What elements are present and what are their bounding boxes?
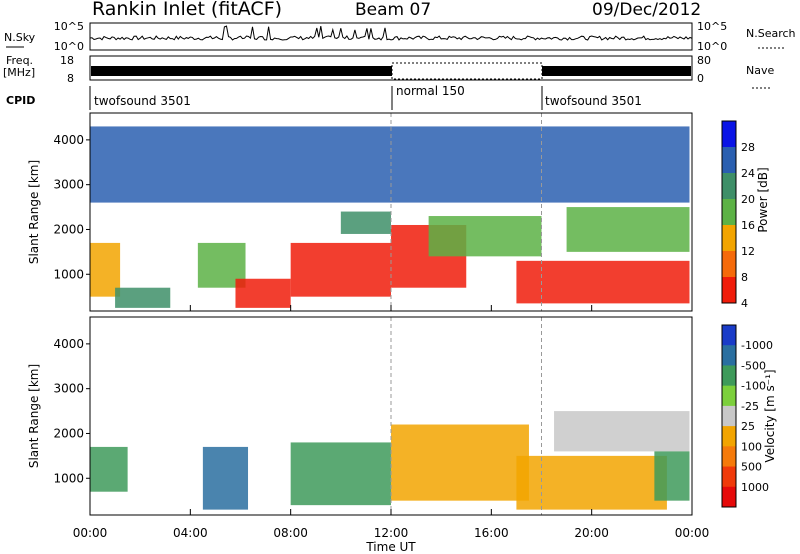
freq-band-2 <box>391 62 543 80</box>
cpid-row: CPID twofsound 3501 normal 150 twofsound… <box>6 84 642 110</box>
cpid-label: CPID <box>6 94 35 107</box>
power-ytick-label-2: 3000 <box>53 178 84 192</box>
power-ytick-label-3: 4000 <box>53 133 84 147</box>
velocity-region-5 <box>554 411 690 452</box>
power-colorbar-tick-2: 20 <box>741 193 755 206</box>
velocity-colorbar-tick-0: -1000 <box>741 339 773 352</box>
power-colorbar-frame <box>721 120 737 304</box>
nave-tick-top: 80 <box>697 54 711 67</box>
power-colorbar-tick-3: 16 <box>741 219 755 232</box>
power-colorbar-cell-5 <box>722 251 736 278</box>
nsearch-label: N.Search <box>746 27 796 40</box>
velocity-region-6 <box>654 451 690 501</box>
date-label: 09/Dec/2012 <box>592 0 701 20</box>
freq-tick-top: 18 <box>60 54 74 67</box>
velocity-region-4 <box>516 455 667 510</box>
freq-band-1 <box>91 66 392 76</box>
velocity-colorbar-cell-7 <box>722 466 736 488</box>
velocity-colorbar-tick-1: -500 <box>741 359 766 372</box>
velocity-colorbar-cell-5 <box>722 426 736 447</box>
velocity-colorbar-tick-4: 25 <box>741 420 755 433</box>
cpid-segment-2: normal 150 <box>396 84 465 98</box>
xtick-label-2: 08:00 <box>273 526 308 540</box>
power-region-5 <box>340 211 391 234</box>
cpid-segment-3: twofsound 3501 <box>545 94 642 108</box>
freq-tick-bottom: 8 <box>67 72 74 85</box>
power-region-10 <box>90 126 690 203</box>
station-title: Rankin Inlet (fitACF) <box>92 0 282 20</box>
velocity-colorbar-tick-6: 500 <box>741 461 762 474</box>
velocity-colorbar-label: Velocity [m s⁻¹] <box>763 369 777 462</box>
velocity-colorbar-tick-5: 100 <box>741 440 762 453</box>
power-colorbar-cell-6 <box>722 277 736 304</box>
power-region-0 <box>90 242 121 297</box>
power-region-1 <box>115 287 171 308</box>
power-region-9 <box>566 207 690 252</box>
velocity-region-2 <box>290 442 391 506</box>
velocity-colorbar-cell-6 <box>722 446 736 468</box>
velocity-colorbar-tick-2: -100 <box>741 380 766 393</box>
power-region-4 <box>290 242 391 297</box>
nave-label: Nave <box>746 64 774 77</box>
velocity-colorbar-cell-4 <box>722 405 736 427</box>
power-colorbar-cell-2 <box>722 173 736 200</box>
velocity-colorbar-cell-1 <box>722 345 736 366</box>
noise-trace <box>89 25 693 41</box>
power-colorbar-tick-1: 24 <box>741 167 755 180</box>
freq-label: Freq. <box>6 54 33 67</box>
velocity-region-1 <box>202 446 249 510</box>
xtick-label-4: 16:00 <box>474 526 509 540</box>
power-ylabel: Slant Range [km] <box>27 160 41 264</box>
velocity-region-3 <box>391 424 529 501</box>
power-colorbar-label: Power [dB] <box>756 167 770 232</box>
power-region-7 <box>428 216 542 257</box>
velocity-ytick-label-3: 4000 <box>53 337 84 351</box>
noise-tick-right-bottom: 10^0 <box>697 40 727 53</box>
power-colorbar-cell-3 <box>722 199 736 226</box>
velocity-region-0 <box>90 446 128 492</box>
power-colorbar-cell-1 <box>722 147 736 174</box>
time-axis-label: Time UT <box>365 540 416 554</box>
xtick-label-1: 04:00 <box>173 526 208 540</box>
cpid-segment-1: twofsound 3501 <box>94 94 191 108</box>
velocity-ytick-label-1: 2000 <box>53 426 84 440</box>
power-region-3 <box>235 278 291 308</box>
velocity-colorbar-cell-3 <box>722 385 736 407</box>
noise-panel: N.Sky 10^5 10^0 10^5 10^0 N.Search <box>4 20 796 53</box>
noise-tick-left-bottom: 10^0 <box>54 40 84 53</box>
velocity-colorbar-cell-2 <box>722 365 736 387</box>
nave-tick-bottom: 0 <box>697 72 704 85</box>
power-colorbar-tick-0: 28 <box>741 141 755 154</box>
velocity-colorbar-cell-0 <box>722 325 736 346</box>
frequency-panel: Freq. [MHz] 18 8 80 0 Nave <box>3 54 774 89</box>
freq-band-3 <box>542 66 691 76</box>
velocity-ytick-label-0: 1000 <box>53 471 84 485</box>
noise-tick-left-top: 10^5 <box>54 20 84 33</box>
power-colorbar-tick-4: 12 <box>741 245 755 258</box>
xtick-label-6: 00:00 <box>675 526 710 540</box>
velocity-panel: 1000 2000 3000 4000 Slant Range [km] -1000 -… <box>27 316 777 516</box>
velocity-colorbar-cell-8 <box>722 486 736 508</box>
velocity-colorbar-tick-7: 1000 <box>741 481 769 494</box>
power-colorbar-tick-6: 4 <box>741 297 748 310</box>
power-colorbar-tick-5: 8 <box>741 271 748 284</box>
power-region-8 <box>516 260 690 304</box>
velocity-colorbar-tick-3: -25 <box>741 400 759 413</box>
power-colorbar-cell-0 <box>722 121 736 148</box>
xtick-label-0: 00:00 <box>73 526 108 540</box>
xtick-label-3: 12:00 <box>374 526 409 540</box>
power-colorbar-cell-4 <box>722 225 736 252</box>
velocity-colorbar-frame <box>721 324 737 508</box>
power-panel: 1000 2000 3000 4000 Slant Range [km] 28 24 20… <box>27 112 770 312</box>
velocity-ylabel: Slant Range [km] <box>27 364 41 468</box>
power-ytick-label-1: 2000 <box>53 222 84 236</box>
beam-label: Beam 07 <box>355 0 431 20</box>
xtick-label-5: 20:00 <box>574 526 609 540</box>
nsky-label: N.Sky <box>4 31 36 44</box>
noise-tick-right-top: 10^5 <box>697 20 727 33</box>
power-ytick-label-0: 1000 <box>53 267 84 281</box>
freq-unit-label: [MHz] <box>3 66 35 79</box>
velocity-ytick-label-2: 3000 <box>53 382 84 396</box>
